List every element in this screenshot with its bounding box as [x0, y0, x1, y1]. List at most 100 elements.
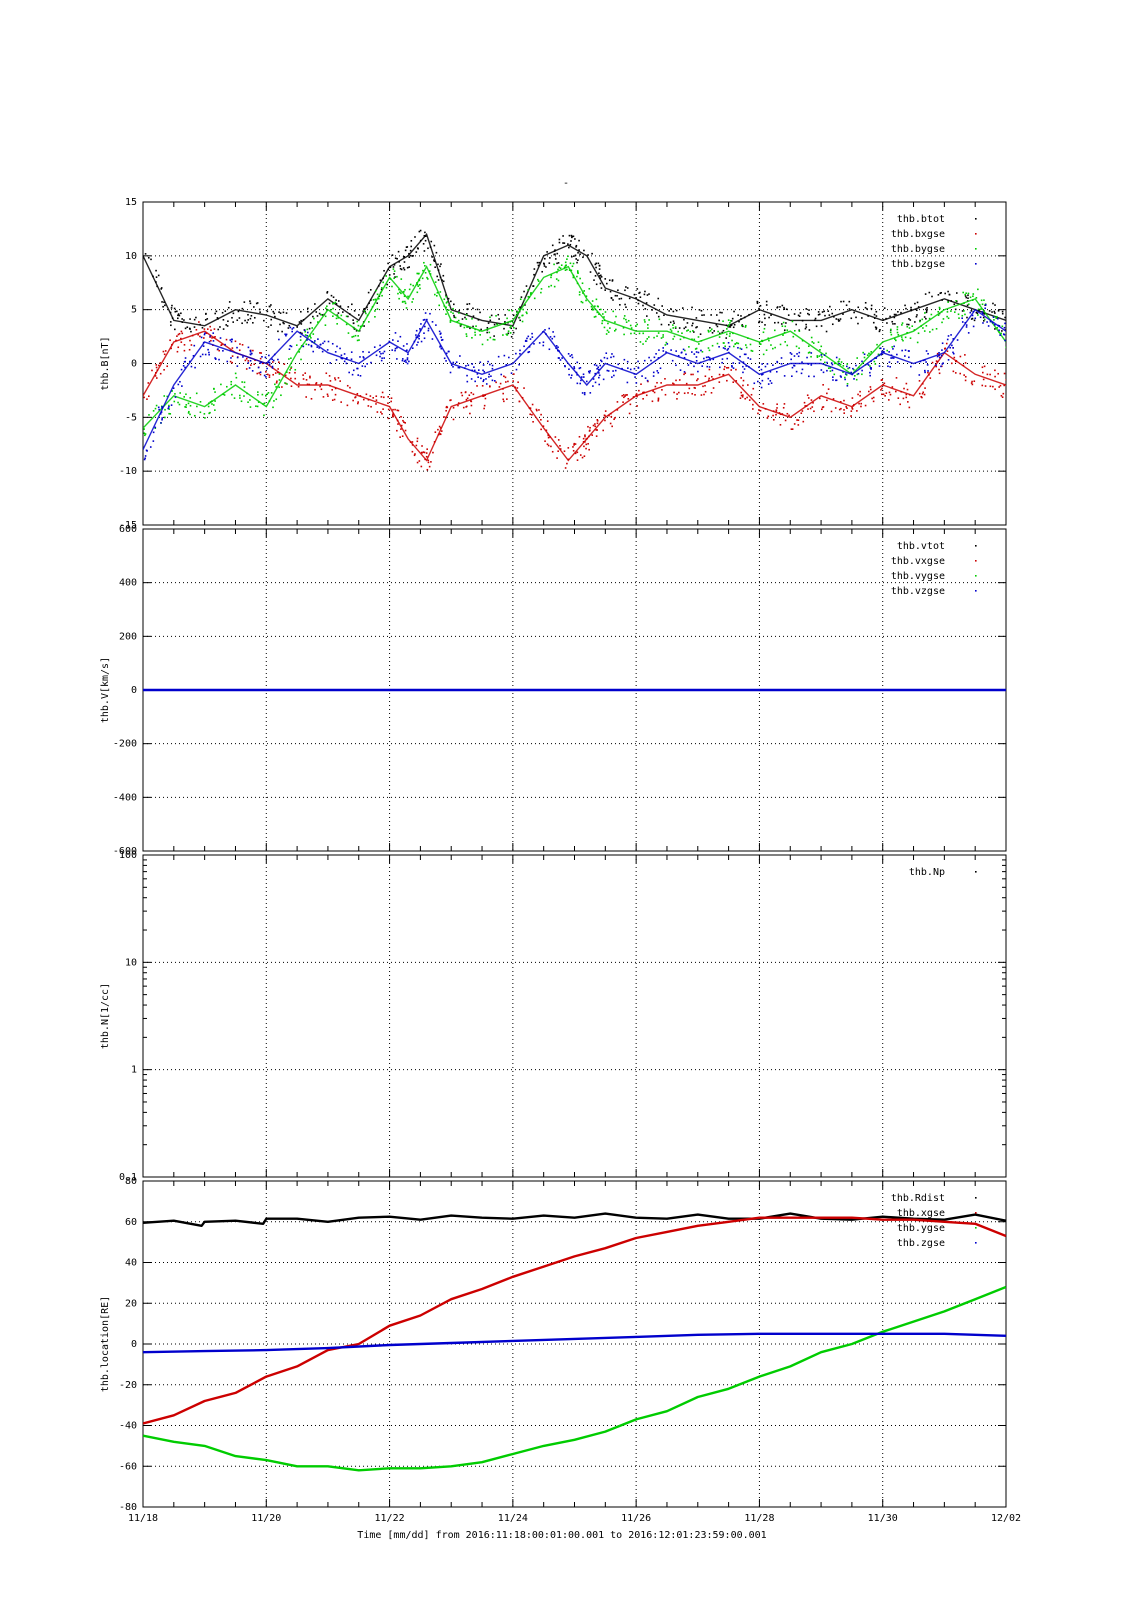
data-point [977, 314, 979, 316]
data-point [580, 376, 583, 378]
data-point [891, 386, 894, 388]
data-point [309, 376, 311, 379]
data-point [144, 253, 147, 255]
data-point [270, 324, 272, 326]
data-point [290, 357, 292, 360]
data-point [578, 435, 581, 438]
data-point [817, 311, 820, 313]
data-point [776, 360, 778, 363]
data-point [236, 365, 239, 367]
data-point [421, 277, 424, 280]
data-point [762, 331, 765, 334]
data-point [365, 393, 368, 396]
data-point [404, 249, 407, 252]
data-point [469, 327, 471, 330]
data-point [656, 381, 658, 384]
data-point [758, 320, 761, 323]
data-point [176, 310, 178, 313]
data-point [666, 343, 669, 345]
data-point [472, 325, 474, 328]
data-point [711, 332, 714, 334]
data-point [708, 349, 711, 352]
data-point [336, 323, 338, 325]
data-point [964, 379, 967, 382]
data-point [947, 290, 949, 293]
data-point [994, 369, 996, 372]
data-point [382, 408, 384, 410]
data-point [882, 351, 885, 353]
data-point [743, 368, 746, 370]
data-point [380, 352, 382, 355]
data-point [177, 401, 179, 404]
data-point [856, 373, 859, 376]
data-point [150, 258, 152, 261]
y-tick-label: 20 [125, 1298, 137, 1309]
data-point [155, 366, 158, 369]
data-point [391, 285, 393, 288]
data-point [512, 380, 515, 382]
data-point [1001, 310, 1004, 313]
data-point [581, 392, 584, 394]
data-point [287, 327, 290, 329]
data-point [725, 333, 728, 336]
data-point [163, 368, 165, 371]
data-point [195, 392, 198, 395]
data-point [339, 380, 341, 382]
data-point [878, 365, 881, 367]
data-point [952, 351, 954, 354]
data-point [742, 379, 745, 382]
data-point [361, 365, 364, 367]
y-axis-title: thb.B[nT] [100, 336, 111, 390]
data-point [881, 387, 883, 390]
data-point [472, 307, 474, 310]
data-point [861, 369, 863, 372]
data-point [232, 321, 235, 323]
data-point [765, 304, 768, 306]
data-point [166, 365, 169, 368]
data-point [597, 368, 600, 371]
data-point [301, 332, 303, 335]
data-point [447, 297, 450, 300]
data-point [290, 367, 292, 369]
data-point [914, 302, 916, 305]
data-point [423, 234, 426, 237]
data-point [387, 408, 390, 411]
data-point [386, 283, 389, 286]
data-point [907, 323, 910, 326]
data-point [406, 358, 409, 361]
data-point [273, 400, 275, 402]
data-point [997, 309, 1000, 312]
data-point [177, 333, 180, 336]
data-point [462, 406, 465, 409]
data-point [459, 325, 462, 327]
data-point [773, 329, 776, 332]
data-point [561, 357, 563, 359]
data-point [268, 354, 270, 357]
data-point [695, 347, 698, 350]
data-point [708, 357, 711, 359]
data-point [519, 352, 521, 355]
data-point [482, 380, 485, 383]
data-point [721, 361, 723, 364]
data-point [417, 285, 420, 287]
data-point [435, 294, 438, 297]
data-point [756, 302, 759, 305]
data-point [925, 311, 928, 314]
data-point [917, 306, 920, 308]
data-point [181, 385, 183, 387]
data-point [396, 257, 398, 260]
data-point [707, 331, 710, 333]
data-point [190, 330, 192, 333]
data-point [217, 328, 220, 331]
data-point [413, 454, 416, 457]
data-point [553, 335, 556, 338]
data-point [875, 327, 878, 329]
data-point [600, 360, 603, 363]
data-point [938, 351, 940, 354]
data-point [967, 303, 970, 306]
data-point [433, 260, 436, 263]
y-tick-label: -10 [119, 466, 137, 477]
data-point [721, 358, 724, 360]
data-point [515, 368, 518, 371]
data-point [332, 302, 334, 305]
